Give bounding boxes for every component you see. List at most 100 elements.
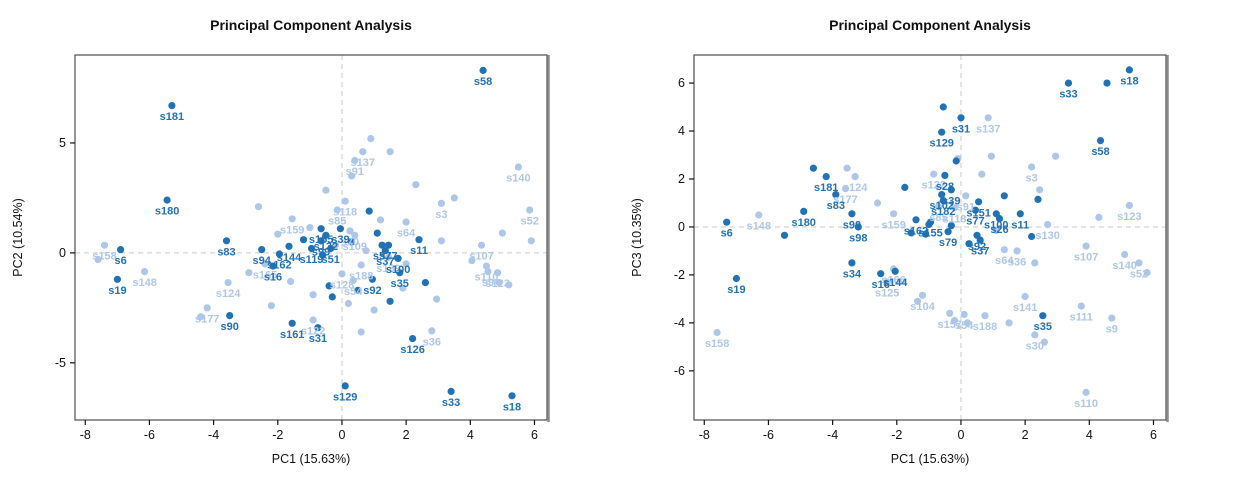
data-point: [344, 299, 352, 308]
data-point: [336, 225, 344, 233]
data-point: [1108, 314, 1116, 322]
x-tick-label: -8: [699, 428, 710, 442]
point-label: s122: [921, 180, 945, 192]
pca-panel-pc1-pc2: s137 s91 s140 s52 s3 s118 s85 s64 s159 s158 s148 s1…: [11, 17, 550, 466]
data-point: [168, 102, 176, 110]
point-label: s36: [423, 336, 441, 348]
point-label: s77: [379, 251, 397, 263]
point-label: s54: [344, 286, 363, 298]
data-point: [960, 310, 968, 319]
point-label: s124: [843, 182, 868, 194]
data-point: [351, 156, 359, 165]
data-point: [333, 206, 341, 214]
point-label: s100: [386, 264, 410, 276]
point-label: s83: [217, 246, 235, 258]
data-point: [947, 222, 955, 230]
data-point: [261, 260, 269, 268]
y-tick-label: -5: [55, 356, 66, 370]
data-point: [1031, 331, 1039, 339]
data-point: [287, 277, 295, 286]
point-label: s28: [936, 181, 954, 193]
data-point: [514, 163, 523, 171]
data-point: [800, 207, 808, 215]
point-label: s126: [400, 344, 424, 356]
point-label: s52: [521, 216, 539, 228]
point-label: s11: [410, 245, 428, 257]
data-point: [1052, 152, 1060, 160]
data-point: [854, 223, 862, 231]
point-label: s92: [363, 285, 381, 297]
y-axis-label: PC3 (10.35%): [630, 198, 644, 277]
point-label: s166: [881, 274, 905, 286]
data-point: [962, 192, 970, 200]
data-point: [402, 260, 410, 268]
point-label: s58: [474, 76, 492, 88]
data-point: [348, 238, 356, 246]
data-point: [1077, 302, 1085, 310]
data-point: [299, 236, 308, 244]
data-point: [322, 186, 330, 194]
data-point: [482, 262, 490, 270]
y-tick-label: -4: [674, 316, 685, 330]
data-point: [338, 270, 346, 278]
data-point: [447, 387, 455, 395]
y-tick-label: 0: [59, 246, 66, 260]
point-label: s26: [990, 224, 1008, 236]
data-point: [348, 172, 356, 180]
data-point: [396, 269, 404, 277]
point-label: s188: [973, 321, 997, 333]
point-label: s155: [918, 228, 942, 240]
data-point: [952, 157, 960, 165]
point-label: s107: [469, 251, 493, 263]
data-point: [468, 257, 476, 265]
data-point: [498, 229, 506, 237]
data-point: [1021, 292, 1029, 301]
x-tick-label: 0: [338, 428, 345, 442]
data-point: [914, 297, 922, 305]
data-point: [873, 199, 882, 207]
data-point: [1036, 186, 1044, 194]
point-label: s9: [1106, 324, 1118, 336]
data-point: [495, 279, 503, 287]
point-label: s33: [1059, 89, 1077, 101]
data-point: [203, 304, 211, 312]
data-point: [939, 103, 947, 111]
data-point: [309, 316, 317, 324]
data-point: [1121, 250, 1129, 259]
point-label: s111: [1070, 312, 1093, 324]
y-tick-label: 5: [59, 136, 66, 150]
data-point: [723, 218, 731, 226]
point-label: s180: [155, 206, 179, 218]
data-point: [841, 185, 850, 193]
data-point: [1031, 259, 1039, 267]
point-label: s125: [875, 288, 899, 300]
point-label: s31: [952, 123, 970, 135]
point-label: s35: [1034, 321, 1052, 333]
data-point: [832, 191, 840, 199]
data-point: [384, 253, 393, 261]
point-label: s16: [264, 272, 282, 284]
data-point: [1016, 210, 1024, 218]
data-point: [412, 181, 420, 189]
x-tick-label: -8: [80, 428, 91, 442]
x-tick-label: -4: [827, 428, 838, 442]
data-point: [963, 319, 971, 327]
point-label: s98: [849, 232, 867, 244]
point-label: s141: [1013, 302, 1037, 314]
data-point: [957, 114, 965, 122]
point-label: s36: [1008, 256, 1026, 268]
point-label: s79: [939, 237, 957, 249]
point-label: s18: [503, 401, 521, 413]
point-label: s16: [872, 279, 890, 291]
x-tick-label: -6: [763, 428, 774, 442]
data-point: [1095, 213, 1103, 221]
plot-box: [693, 54, 1167, 421]
point-label: s119: [300, 254, 324, 266]
data-point: [319, 251, 327, 259]
point-label: s144: [883, 277, 908, 289]
data-point: [288, 215, 296, 223]
data-point: [934, 203, 943, 211]
data-point: [938, 191, 946, 199]
point-label: s99: [312, 246, 330, 258]
